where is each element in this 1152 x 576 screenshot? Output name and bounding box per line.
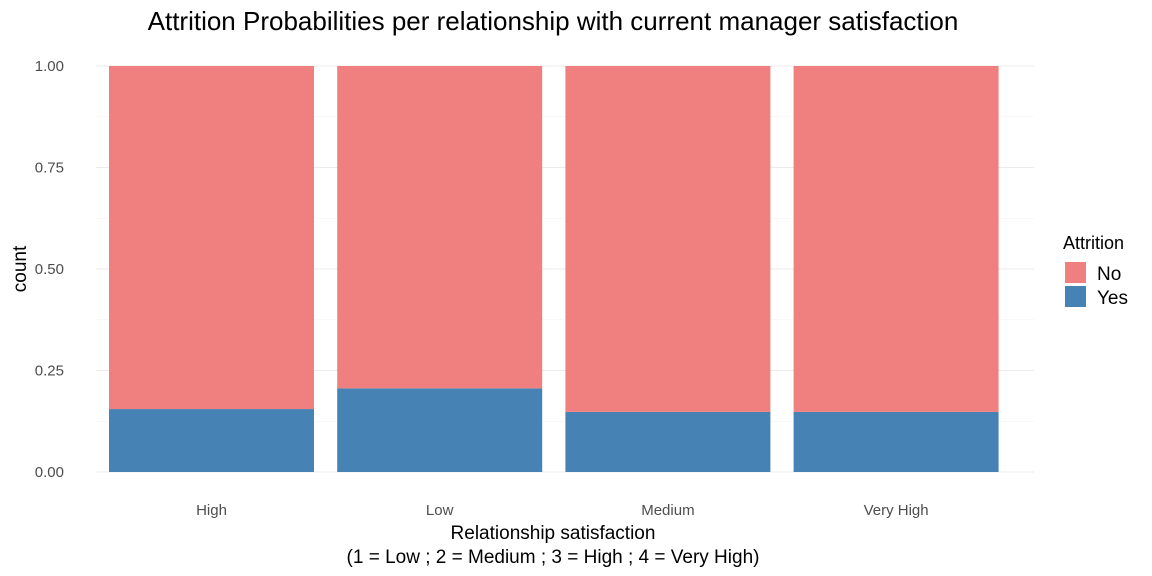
x-tick-label: High <box>196 502 227 519</box>
y-axis-ticks: 0.00 0.25 0.50 0.75 1.00 <box>35 58 64 481</box>
x-axis-ticks: High Low Medium Very High <box>196 502 929 519</box>
bar-yes-high <box>109 409 314 472</box>
legend-swatch-yes <box>1065 286 1086 307</box>
x-tick-label: Medium <box>641 502 694 519</box>
legend: Attrition No Yes <box>1063 233 1128 309</box>
bar-no-high <box>109 66 314 410</box>
y-tick-label: 0.25 <box>35 363 64 380</box>
legend-label-yes: Yes <box>1097 288 1128 309</box>
x-axis-title: Relationship satisfaction <box>451 523 656 544</box>
bars <box>109 66 999 472</box>
y-tick-label: 1.00 <box>35 58 64 75</box>
y-tick-label: 0.75 <box>35 160 64 177</box>
bar-yes-low <box>337 388 543 472</box>
bar-yes-very-high <box>793 411 999 472</box>
y-axis-title: count <box>10 245 31 292</box>
x-tick-label: Very High <box>864 502 929 519</box>
chart-title: Attrition Probabilities per relationship… <box>148 6 959 36</box>
bar-no-very-high <box>793 66 999 412</box>
legend-label-no: No <box>1097 264 1121 285</box>
legend-title: Attrition <box>1063 233 1124 253</box>
x-axis-subtitle: (1 = Low ; 2 = Medium ; 3 = High ; 4 = V… <box>347 547 760 568</box>
bar-yes-medium <box>565 411 771 472</box>
y-tick-label: 0.00 <box>35 464 64 481</box>
bar-no-low <box>337 66 543 389</box>
x-tick-label: Low <box>426 502 454 519</box>
bar-no-medium <box>565 66 771 412</box>
legend-swatch-no <box>1065 262 1086 283</box>
y-tick-label: 0.50 <box>35 261 64 278</box>
